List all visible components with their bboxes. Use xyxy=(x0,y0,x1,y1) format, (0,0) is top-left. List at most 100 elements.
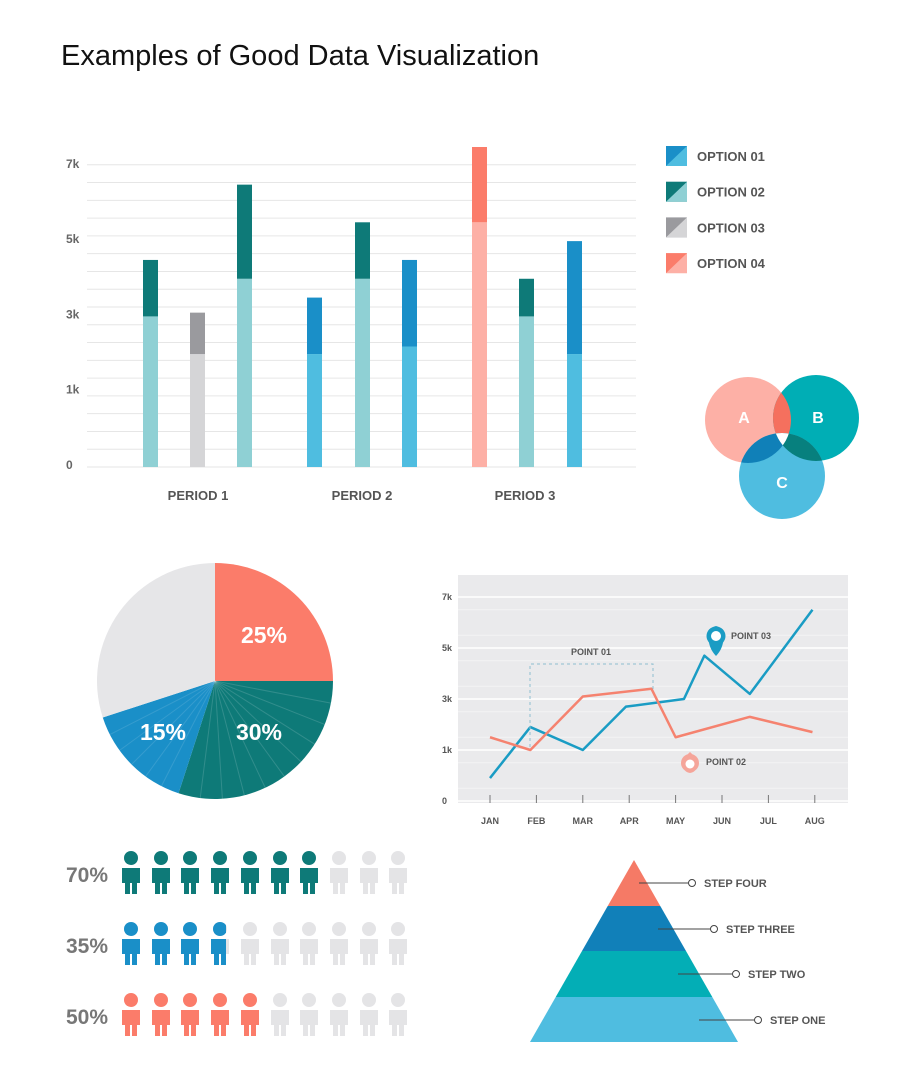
line-series xyxy=(489,687,813,752)
bar-chart-legend: OPTION 01 OPTION 02 OPTION 03 OPTION 04 xyxy=(666,146,766,274)
pie-slice-rib xyxy=(214,680,245,796)
venn-label-c: C xyxy=(776,475,788,492)
point-02-marker-dot xyxy=(685,759,695,769)
x-tick-label: MAY xyxy=(666,816,685,826)
person-icon xyxy=(389,922,407,965)
pyramid-step xyxy=(607,860,661,906)
bar-segment xyxy=(402,346,417,467)
line-series xyxy=(489,609,814,779)
legend-label: OPTION 02 xyxy=(697,185,765,200)
x-tick-label: JUL xyxy=(760,816,778,826)
bar-segment xyxy=(567,241,582,355)
bar-segment xyxy=(519,278,534,317)
x-tick-label: FEB xyxy=(527,816,546,826)
person-icon xyxy=(389,851,407,894)
y-tick-label: 0 xyxy=(66,458,73,472)
person-icon xyxy=(122,993,140,1036)
bar-segment xyxy=(472,222,487,467)
point-01-bracket xyxy=(529,663,654,747)
point-03-marker-dot xyxy=(711,631,721,641)
pictogram-row-label: 50% xyxy=(66,1006,108,1029)
person-icon xyxy=(181,922,199,965)
person-icon xyxy=(389,993,407,1036)
bar-segment xyxy=(307,354,322,467)
person-icon xyxy=(211,993,229,1036)
pictogram-row-label: 35% xyxy=(66,935,108,958)
x-tick-label: AUG xyxy=(805,816,825,826)
x-category-label: PERIOD 1 xyxy=(168,488,229,503)
person-icon xyxy=(181,993,199,1036)
pyramid-leader-dot xyxy=(710,925,718,933)
person-icon xyxy=(152,851,170,894)
pie-slice-rib xyxy=(214,680,332,704)
legend-label: OPTION 03 xyxy=(697,220,765,235)
person-icon xyxy=(241,922,259,965)
point-03-label: POINT 03 xyxy=(731,631,771,641)
person-icon xyxy=(152,922,170,965)
bar-segment xyxy=(402,259,417,347)
legend-swatch-light xyxy=(666,253,687,274)
pyramid-step-label: STEP FOUR xyxy=(704,878,767,890)
y-tick-label: 7k xyxy=(66,157,80,171)
legend-label: OPTION 01 xyxy=(697,149,765,164)
pie-slice-rib xyxy=(214,680,223,799)
person-icon-partial xyxy=(211,922,226,965)
person-icon xyxy=(271,993,289,1036)
venn-overlap-bc xyxy=(773,433,825,461)
person-icon xyxy=(211,851,229,894)
pie-slice-rib xyxy=(214,680,302,763)
bar-segment xyxy=(355,222,370,279)
person-icon xyxy=(271,922,289,965)
person-icon xyxy=(300,993,318,1036)
pie-slice-rib xyxy=(131,680,216,765)
x-tick-label: MAR xyxy=(573,816,594,826)
legend-label: OPTION 04 xyxy=(697,256,766,271)
bar-segment xyxy=(519,316,534,467)
bar-segment xyxy=(237,184,252,279)
bar-segment xyxy=(307,297,322,355)
pie-slice xyxy=(102,681,215,794)
pyramid-leader-dot xyxy=(688,879,696,887)
bar-segment xyxy=(190,312,205,355)
pyramid-step xyxy=(555,951,713,997)
pie-slice-rib xyxy=(214,680,315,745)
line-chart: 0 1k 3k 5k 7k JAN FEB MAR APR MAY JUN JUL AUG POINT 0… xyxy=(442,575,848,826)
point-02-label: POINT 02 xyxy=(706,757,746,767)
pyramid-chart: STEP FOUR STEP THREE STEP TWO STEP ONE xyxy=(530,860,825,1042)
pie-slice-rib xyxy=(199,680,216,799)
y-tick-label: 0 xyxy=(442,796,447,806)
person-icon xyxy=(360,851,378,894)
y-tick-label: 3k xyxy=(442,694,453,704)
x-category-label: PERIOD 2 xyxy=(332,488,393,503)
x-tick-label: APR xyxy=(620,816,640,826)
bar-segment xyxy=(237,278,252,467)
venn-diagram: A B C xyxy=(705,375,859,519)
pictogram-chart: 70% 35% 50% xyxy=(66,851,407,1036)
pie-slice-rib xyxy=(145,680,216,777)
venn-label-b: B xyxy=(812,410,824,427)
bar-segment xyxy=(143,259,158,317)
pie-chart: 25% 30% 15% xyxy=(96,563,333,799)
pyramid-step xyxy=(582,906,686,951)
person-icon xyxy=(300,851,318,894)
person-icon xyxy=(330,922,348,965)
pie-slice-rib xyxy=(109,680,216,736)
bar-segment xyxy=(143,316,158,467)
y-tick-label: 7k xyxy=(442,592,453,602)
pie-slice xyxy=(178,681,333,799)
pie-slice-label: 25% xyxy=(241,622,287,648)
bar-segment xyxy=(355,278,370,467)
venn-label-a: A xyxy=(738,410,750,427)
x-tick-label: JAN xyxy=(481,816,499,826)
point-01-label: POINT 01 xyxy=(571,647,611,657)
pie-slice-rib xyxy=(214,680,266,788)
y-tick-label: 5k xyxy=(442,643,453,653)
pyramid-step xyxy=(530,997,738,1042)
pie-slice-rib xyxy=(119,680,216,751)
person-icon xyxy=(330,851,348,894)
x-tick-label: JUN xyxy=(713,816,731,826)
x-category-label: PERIOD 3 xyxy=(495,488,556,503)
legend-swatch-light xyxy=(666,146,687,166)
person-icon xyxy=(241,993,259,1036)
